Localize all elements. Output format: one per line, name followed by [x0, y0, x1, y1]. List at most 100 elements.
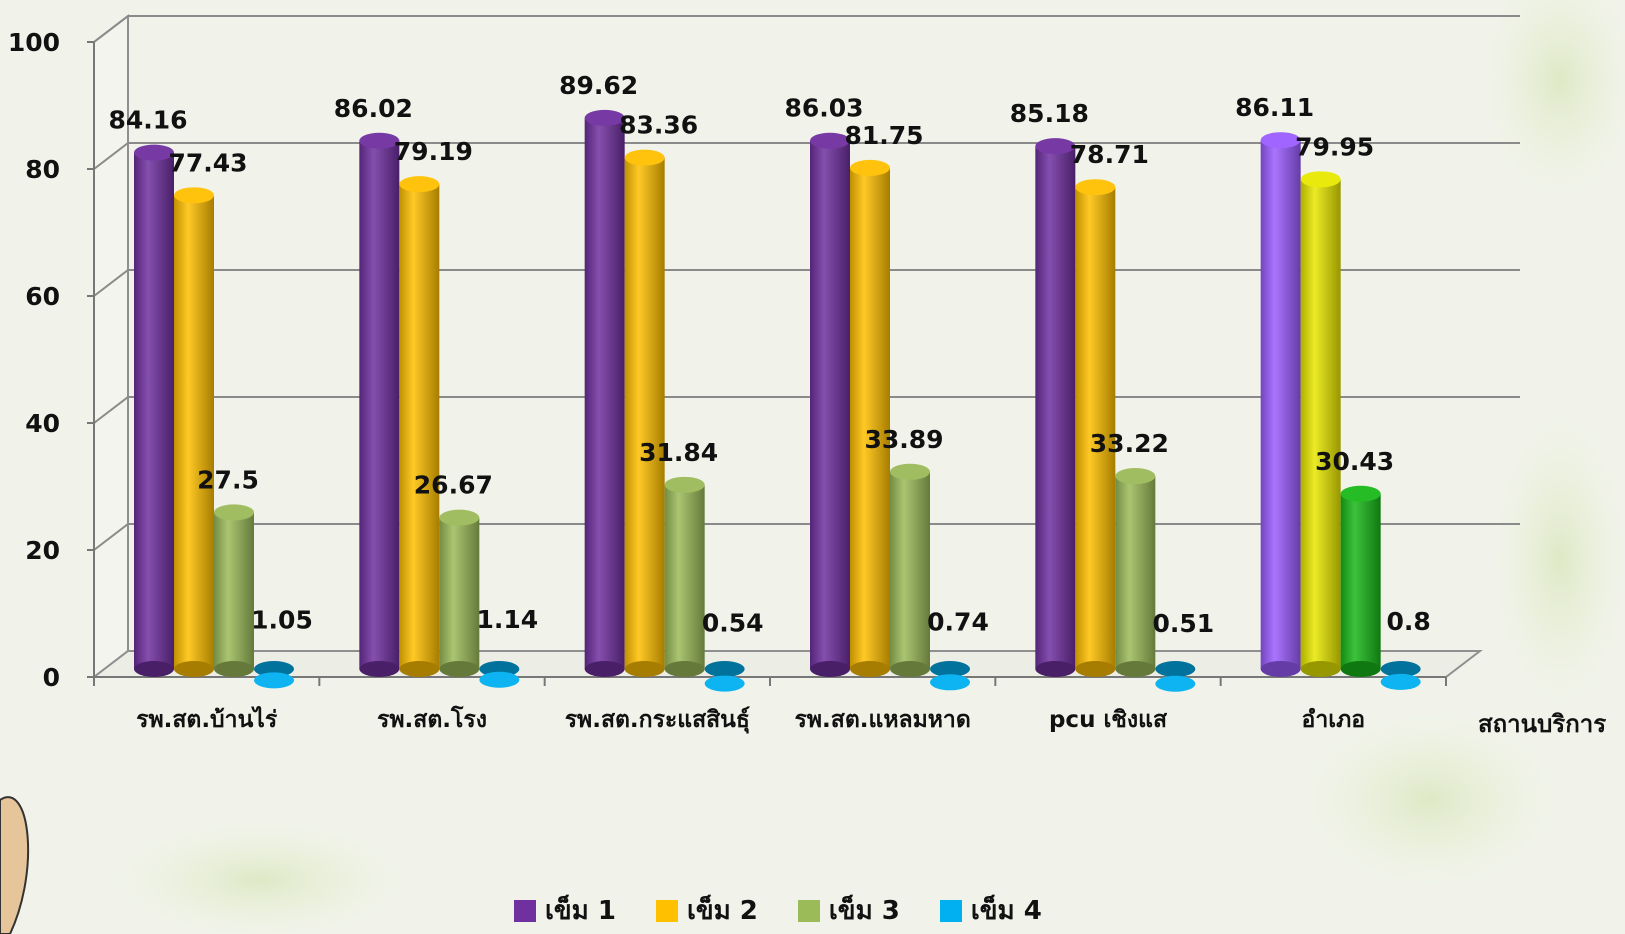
bar	[664, 476, 705, 677]
character-figure	[0, 796, 30, 934]
bar	[134, 144, 174, 677]
y-tick-label: 100	[8, 28, 60, 57]
bar	[254, 661, 294, 689]
leaf-shape	[110, 820, 410, 934]
bar-base	[174, 661, 214, 677]
bar-base	[1115, 661, 1156, 677]
leaf-shape	[1480, 0, 1625, 200]
bar-cap	[1075, 179, 1116, 196]
bar-cap	[134, 144, 174, 161]
bar	[624, 149, 665, 677]
category-label: รพ.สต.แหลมหาด	[795, 707, 971, 733]
category-label: pcu เชิงแส	[1049, 707, 1168, 733]
data-label: 1.05	[251, 605, 313, 634]
bar-base	[850, 661, 890, 677]
bar	[850, 159, 890, 677]
bar-cap	[624, 149, 665, 166]
data-label: 26.67	[414, 471, 493, 500]
bar	[479, 661, 520, 688]
bar-body	[1260, 140, 1301, 669]
data-label: 81.75	[844, 121, 923, 150]
legend-item: เข็ม 3	[797, 896, 900, 926]
bar-cap	[1155, 675, 1196, 692]
data-label: 86.11	[1235, 93, 1314, 122]
bar-body	[624, 157, 665, 669]
data-label: 83.36	[619, 111, 698, 140]
bar-layer	[134, 109, 1421, 692]
x-axis-title: สถานบริการ	[1478, 710, 1606, 738]
bar-base	[1155, 661, 1196, 677]
bar-base	[359, 661, 400, 677]
bar-cap	[1260, 132, 1301, 149]
bar-body	[890, 471, 930, 669]
bar-base	[704, 661, 745, 677]
legend-label: เข็ม 4	[970, 896, 1042, 926]
bar	[1155, 661, 1196, 692]
y-tick-label: 40	[25, 409, 60, 438]
bar-cap	[930, 674, 970, 691]
legend: เข็ม 1 เข็ม 2 เข็ม 3 เข็ม 4	[514, 896, 1042, 926]
bar-cap	[479, 671, 520, 688]
bar	[810, 132, 850, 677]
data-label: 77.43	[168, 148, 247, 177]
bar	[1340, 485, 1381, 677]
legend-swatch	[797, 900, 820, 922]
bar	[584, 109, 625, 677]
bar-cap	[1380, 673, 1421, 690]
bar-body	[359, 140, 400, 669]
bar	[930, 661, 970, 691]
bar	[704, 661, 745, 692]
bar	[1380, 661, 1421, 690]
bar-body	[584, 117, 625, 669]
bar-body	[1035, 146, 1076, 669]
bar-cap	[439, 509, 480, 526]
bar-body	[664, 484, 705, 669]
bar-cap	[399, 176, 440, 193]
data-label: 86.02	[334, 94, 413, 123]
bar	[1075, 179, 1116, 677]
bar-base	[399, 661, 440, 677]
legend-swatch	[939, 900, 962, 922]
y-tick-label: 0	[43, 663, 60, 692]
bar-body	[1075, 187, 1116, 669]
bar-base	[890, 661, 930, 677]
legend-item: เข็ม 2	[655, 896, 758, 926]
data-label: 0.51	[1152, 609, 1214, 638]
category-label: รพ.สต.โรง	[377, 705, 487, 733]
bar-body	[1300, 179, 1341, 669]
data-label: 33.89	[864, 425, 943, 454]
data-label: 1.14	[476, 605, 538, 634]
data-label: 89.62	[559, 71, 638, 100]
legend-item: เข็ม 1	[514, 896, 616, 926]
data-label: 31.84	[639, 438, 718, 467]
leaf-shape	[1300, 710, 1560, 890]
bar-base	[439, 661, 480, 677]
bar-cap	[810, 132, 850, 149]
bar-base	[1340, 661, 1381, 677]
leaf-shape	[1490, 410, 1625, 710]
axis-layer: 0 20 40 60 80 100 รพ.สต.บ้านไร่ รพ.สต.โรง รพ.สต.…	[8, 28, 1447, 734]
data-label: 0.8	[1387, 607, 1431, 636]
bar-body	[399, 184, 440, 669]
legend-item: เข็ม 4	[939, 896, 1042, 926]
data-label: 86.03	[784, 94, 863, 123]
data-label: 0.74	[927, 607, 989, 636]
bar-base	[930, 661, 970, 677]
data-label: 33.22	[1090, 429, 1169, 458]
y-tick-label: 60	[25, 282, 60, 311]
bar-body	[214, 512, 254, 669]
bar	[399, 176, 440, 677]
bar-cap	[1115, 468, 1156, 485]
bar-body	[439, 517, 480, 669]
legend-label: เข็ม 2	[686, 896, 758, 926]
bar-cap	[214, 504, 254, 521]
bar-body	[850, 167, 890, 669]
bar	[359, 132, 400, 677]
data-label: 84.16	[108, 106, 187, 135]
bar-cap	[664, 476, 705, 493]
data-label: 27.5	[197, 465, 259, 494]
bar	[1035, 138, 1076, 677]
y-tick-label: 20	[25, 536, 60, 565]
